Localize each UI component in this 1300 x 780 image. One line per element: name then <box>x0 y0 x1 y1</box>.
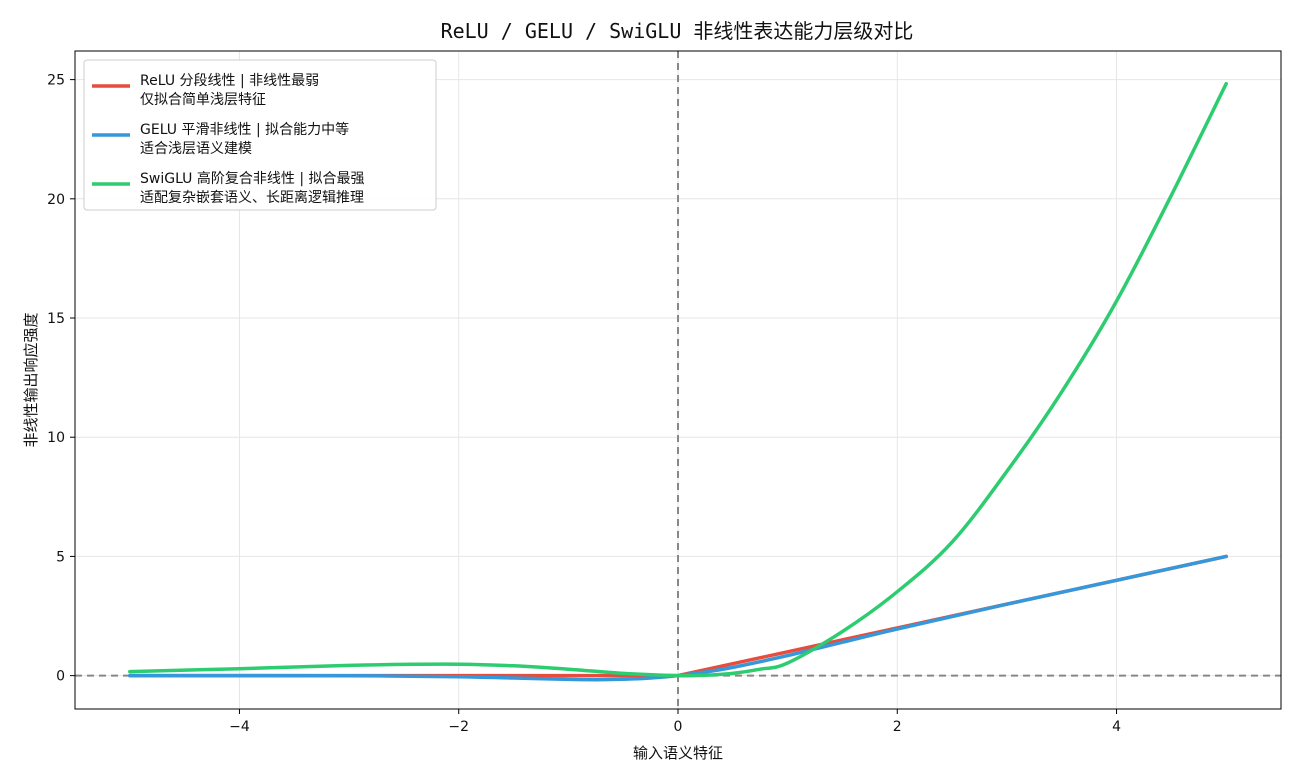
series-layer <box>128 81 1228 682</box>
x-tick-label: −4 <box>229 719 250 735</box>
x-tick-label: −2 <box>448 719 469 735</box>
y-tick-label: 0 <box>56 669 65 685</box>
legend-label: 仅拟合简单浅层特征 <box>140 91 266 108</box>
chart-title: ReLU / GELU / SwiGLU 非线性表达能力层级对比 <box>441 19 914 43</box>
x-axis-label: 输入语义特征 <box>633 744 723 762</box>
legend-box <box>83 59 437 211</box>
y-tick-label: 15 <box>47 311 65 327</box>
legend-label: SwiGLU 高阶复合非线性 | 拟合最强 <box>140 170 365 187</box>
x-tick-label: 0 <box>674 719 683 735</box>
swiglu-line <box>128 81 1228 678</box>
legend-label: 适合浅层语义建模 <box>140 141 252 157</box>
x-tick-label: 4 <box>1112 719 1121 735</box>
y-tick-label: 20 <box>47 192 65 208</box>
y-tick-label: 25 <box>47 73 65 89</box>
legend-label: GELU 平滑非线性 | 拟合能力中等 <box>140 121 349 138</box>
y-tick-label: 5 <box>56 549 65 565</box>
tick-layer: −4 −2 0 2 4 0 5 10 15 20 25 <box>47 73 1121 735</box>
y-tick-label: 10 <box>47 430 65 446</box>
legend-label: 适配复杂嵌套语义、长距离逻辑推理 <box>140 189 364 206</box>
x-tick-label: 2 <box>893 719 902 735</box>
legend-label: ReLU 分段线性 | 非线性最弱 <box>140 73 319 89</box>
y-axis-label: 非线性输出响应强度 <box>22 312 40 447</box>
